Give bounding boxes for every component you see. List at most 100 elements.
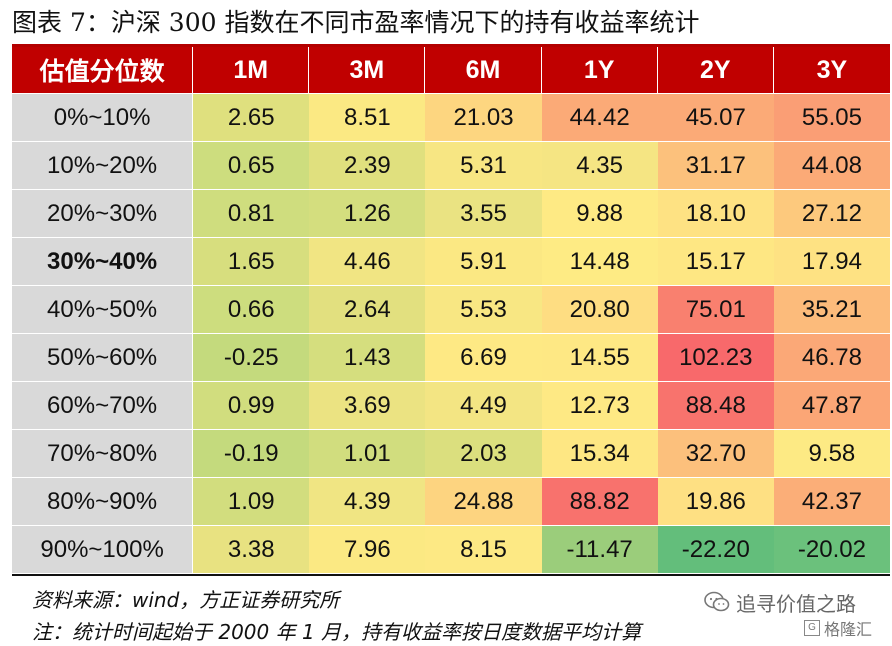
watermark: 追寻价值之路 G 格隆汇 bbox=[704, 588, 884, 642]
table-row: 90%~100% 3.38 7.96 8.15 -11.47 -22.20 -20.02 bbox=[12, 525, 890, 573]
value-cell: 17.94 bbox=[773, 237, 890, 285]
value-cell: 24.88 bbox=[425, 477, 542, 525]
value-cell: -0.19 bbox=[193, 429, 310, 477]
wechat-icon bbox=[704, 591, 730, 612]
value-cell: 6.69 bbox=[425, 333, 542, 381]
header-cell: 6M bbox=[425, 47, 542, 93]
value-cell: 21.03 bbox=[425, 93, 542, 141]
value-cell: 1.43 bbox=[309, 333, 426, 381]
table-row: 40%~50% 0.66 2.64 5.53 20.80 75.01 35.21 bbox=[12, 285, 890, 333]
value-cell: 9.88 bbox=[541, 189, 658, 237]
value-cell: 1.01 bbox=[309, 429, 426, 477]
value-cell: 2.64 bbox=[309, 285, 426, 333]
value-cell: 15.34 bbox=[541, 429, 658, 477]
row-label: 70%~80% bbox=[12, 429, 194, 477]
table-row: 0%~10% 2.65 8.51 21.03 44.42 45.07 55.05 bbox=[12, 93, 890, 141]
value-cell: 3.69 bbox=[309, 381, 426, 429]
gelonghui-logo-icon: G bbox=[804, 620, 820, 636]
header-cell: 2Y bbox=[657, 47, 774, 93]
value-cell: 9.58 bbox=[773, 429, 890, 477]
value-cell: 47.87 bbox=[773, 381, 890, 429]
row-label: 40%~50% bbox=[12, 285, 194, 333]
value-cell: 35.21 bbox=[773, 285, 890, 333]
value-cell: 88.48 bbox=[657, 381, 774, 429]
value-cell: 2.03 bbox=[425, 429, 542, 477]
header-corner: 估值分位数 bbox=[12, 47, 194, 93]
header-cell: 1M bbox=[193, 47, 310, 93]
value-cell: 4.49 bbox=[425, 381, 542, 429]
value-cell: 4.46 bbox=[309, 237, 426, 285]
value-cell: -20.02 bbox=[773, 525, 890, 573]
footnote: 注：统计时间起始于 2000 年 1 月，持有收益率按日度数据平均计算 bbox=[32, 620, 642, 644]
value-cell: 44.42 bbox=[541, 93, 658, 141]
value-cell: 75.01 bbox=[657, 285, 774, 333]
value-cell: 8.51 bbox=[309, 93, 426, 141]
watermark-brand: 格隆汇 bbox=[824, 622, 873, 639]
watermark-account: 追寻价值之路 bbox=[736, 593, 856, 616]
figure-title: 图表 7：沪深 300 指数在不同市盈率情况下的持有收益率统计 bbox=[12, 8, 700, 37]
header-cell: 3Y bbox=[773, 47, 890, 93]
value-cell: 5.31 bbox=[425, 141, 542, 189]
value-cell: 15.17 bbox=[657, 237, 774, 285]
top-rule bbox=[12, 44, 890, 47]
value-cell: 14.55 bbox=[541, 333, 658, 381]
value-cell: 2.65 bbox=[193, 93, 310, 141]
value-cell: 4.35 bbox=[541, 141, 658, 189]
table-row: 60%~70% 0.99 3.69 4.49 12.73 88.48 47.87 bbox=[12, 381, 890, 429]
value-cell: 1.26 bbox=[309, 189, 426, 237]
table-row: 80%~90% 1.09 4.39 24.88 88.82 19.86 42.37 bbox=[12, 477, 890, 525]
value-cell: 18.10 bbox=[657, 189, 774, 237]
value-cell: 5.53 bbox=[425, 285, 542, 333]
row-label: 30%~40% bbox=[12, 237, 194, 285]
value-cell: 44.08 bbox=[773, 141, 890, 189]
table-row: 10%~20% 0.65 2.39 5.31 4.35 31.17 44.08 bbox=[12, 141, 890, 189]
value-cell: 1.65 bbox=[193, 237, 310, 285]
value-cell: 88.82 bbox=[541, 477, 658, 525]
value-cell: 2.39 bbox=[309, 141, 426, 189]
value-cell: 7.96 bbox=[309, 525, 426, 573]
header-cell: 3M bbox=[309, 47, 426, 93]
value-cell: 42.37 bbox=[773, 477, 890, 525]
returns-table: 估值分位数 1M 3M 6M 1Y 2Y 3Y 0%~10% 2.65 8.51 21… bbox=[12, 47, 890, 573]
value-cell: -0.25 bbox=[193, 333, 310, 381]
row-label: 60%~70% bbox=[12, 381, 194, 429]
table-row: 50%~60% -0.25 1.43 6.69 14.55 102.23 46.78 bbox=[12, 333, 890, 381]
source-note: 资料来源：wind，方正证券研究所 bbox=[32, 588, 340, 612]
value-cell: 0.99 bbox=[193, 381, 310, 429]
value-cell: -11.47 bbox=[541, 525, 658, 573]
value-cell: 45.07 bbox=[657, 93, 774, 141]
value-cell: 14.48 bbox=[541, 237, 658, 285]
row-label: 0%~10% bbox=[12, 93, 194, 141]
value-cell: 12.73 bbox=[541, 381, 658, 429]
row-label: 20%~30% bbox=[12, 189, 194, 237]
value-cell: 32.70 bbox=[657, 429, 774, 477]
value-cell: 27.12 bbox=[773, 189, 890, 237]
table-row: 70%~80% -0.19 1.01 2.03 15.34 32.70 9.58 bbox=[12, 429, 890, 477]
row-label: 10%~20% bbox=[12, 141, 194, 189]
row-label: 80%~90% bbox=[12, 477, 194, 525]
value-cell: 31.17 bbox=[657, 141, 774, 189]
value-cell: 55.05 bbox=[773, 93, 890, 141]
value-cell: 5.91 bbox=[425, 237, 542, 285]
value-cell: 0.65 bbox=[193, 141, 310, 189]
value-cell: -22.20 bbox=[657, 525, 774, 573]
table-row: 30%~40% 1.65 4.46 5.91 14.48 15.17 17.94 bbox=[12, 237, 890, 285]
table-body: 0%~10% 2.65 8.51 21.03 44.42 45.07 55.05 10%~20… bbox=[12, 93, 890, 573]
value-cell: 20.80 bbox=[541, 285, 658, 333]
value-cell: 46.78 bbox=[773, 333, 890, 381]
value-cell: 19.86 bbox=[657, 477, 774, 525]
value-cell: 0.66 bbox=[193, 285, 310, 333]
value-cell: 8.15 bbox=[425, 525, 542, 573]
value-cell: 3.55 bbox=[425, 189, 542, 237]
value-cell: 4.39 bbox=[309, 477, 426, 525]
value-cell: 0.81 bbox=[193, 189, 310, 237]
value-cell: 102.23 bbox=[657, 333, 774, 381]
header-row: 估值分位数 1M 3M 6M 1Y 2Y 3Y bbox=[12, 47, 890, 93]
row-label: 50%~60% bbox=[12, 333, 194, 381]
table-row: 20%~30% 0.81 1.26 3.55 9.88 18.10 27.12 bbox=[12, 189, 890, 237]
value-cell: 1.09 bbox=[193, 477, 310, 525]
bottom-rule bbox=[12, 574, 890, 576]
row-label: 90%~100% bbox=[12, 525, 194, 573]
header-cell: 1Y bbox=[541, 47, 658, 93]
value-cell: 3.38 bbox=[193, 525, 310, 573]
